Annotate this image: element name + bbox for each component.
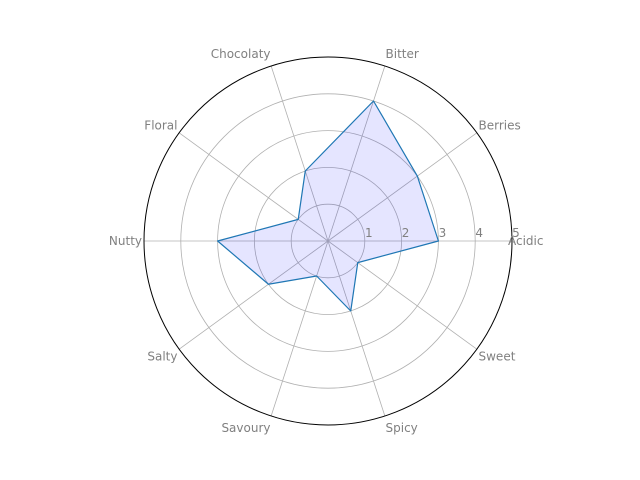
category-label-bitter: Bitter (386, 47, 419, 61)
spoke-bitter (327, 65, 386, 242)
radar-series-layer (217, 100, 439, 312)
category-label-nutty: Nutty (109, 234, 142, 248)
spoke-floral (178, 132, 329, 242)
polar-frame (143, 56, 513, 426)
spoke-spicy (327, 240, 386, 417)
radar-grid (143, 56, 513, 426)
radial-tick-label: 2 (402, 226, 410, 240)
radial-tick-label: 3 (439, 226, 447, 240)
category-label-spicy: Spicy (386, 421, 418, 435)
spoke-sweet (327, 240, 478, 350)
category-label-sweet: Sweet (479, 350, 516, 364)
category-label-berries: Berries (479, 118, 521, 132)
radial-tick-label: 4 (475, 226, 483, 240)
spoke-berries (327, 132, 478, 242)
category-label-floral: Floral (144, 118, 177, 132)
series-area (217, 101, 439, 311)
category-label-chocolaty: Chocolaty (211, 47, 271, 61)
category-label-savoury: Savoury (221, 421, 270, 435)
spoke-savoury (270, 240, 329, 417)
category-label-salty: Salty (147, 350, 177, 364)
radial-tick-label: 5 (512, 226, 520, 240)
spoke-salty (178, 240, 329, 350)
category-label-acidic: Acidic (508, 234, 543, 248)
radial-tick-label: 1 (365, 226, 373, 240)
spoke-chocolaty (270, 65, 329, 242)
